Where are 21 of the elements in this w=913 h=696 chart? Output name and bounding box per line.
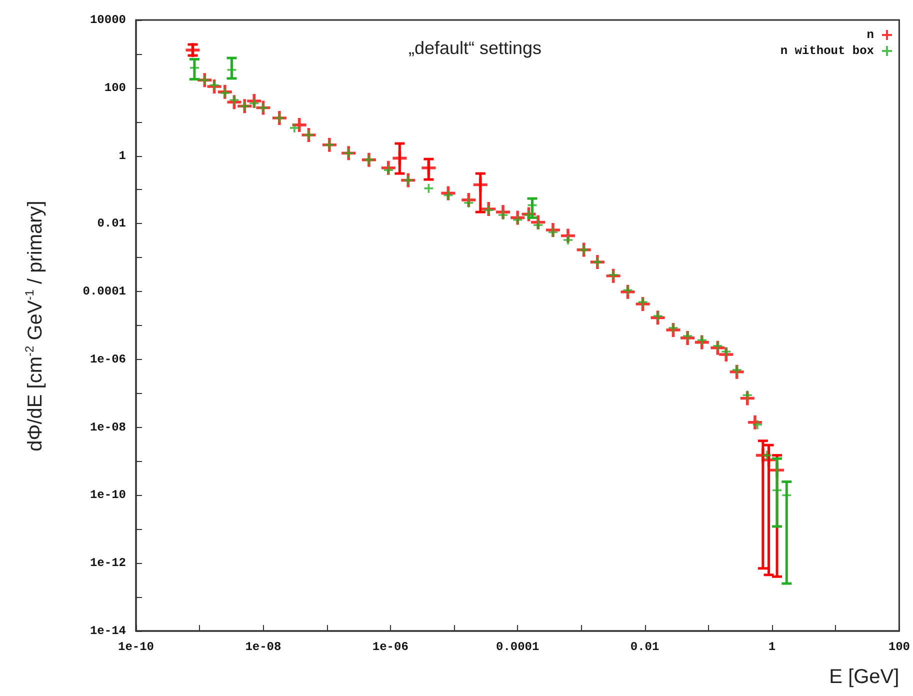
- y-tick-label: 1e-08: [90, 420, 126, 434]
- x-tick-label: 1e-10: [118, 640, 154, 654]
- y-tick-label: 0.01: [97, 216, 126, 231]
- y-tick-label: 100: [104, 80, 126, 95]
- legend-label: n without box: [780, 44, 874, 58]
- y-tick-label: 1e-06: [90, 352, 126, 366]
- y-tick-label: 10000: [90, 13, 126, 27]
- x-tick-label: 1e-06: [372, 640, 408, 654]
- legend-label: n: [866, 28, 874, 42]
- y-tick-label: 0.0001: [82, 284, 126, 299]
- x-tick-label: 100: [888, 640, 910, 654]
- x-tick-label: 0.0001: [496, 640, 540, 654]
- text: „default“ settings: [408, 38, 542, 58]
- x-axis-title: E [GeV]: [829, 666, 900, 688]
- y-tick-label: 1e-14: [90, 624, 126, 638]
- x-tick-label: 1: [768, 640, 776, 654]
- x-tick-label: 0.01: [630, 640, 660, 654]
- y-tick-label: 1e-10: [90, 488, 126, 502]
- x-tick-label: 1e-08: [245, 640, 282, 654]
- y-tick-label: 1: [118, 148, 126, 163]
- y-tick-label: 1e-12: [90, 556, 126, 570]
